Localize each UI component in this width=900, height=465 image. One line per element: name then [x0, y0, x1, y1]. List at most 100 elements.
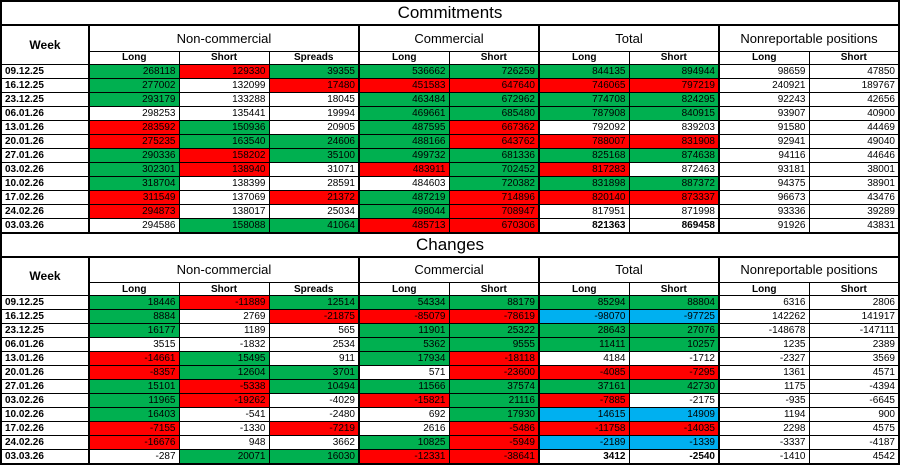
group-header: Non-commercial	[89, 25, 359, 51]
value-cell: -2540	[629, 450, 719, 465]
column-header: Spreads	[269, 283, 359, 296]
value-cell: 11566	[359, 380, 449, 394]
value-cell: 2298	[719, 422, 809, 436]
column-header: Short	[179, 51, 269, 64]
value-cell: 31071	[269, 162, 359, 176]
value-cell: 774708	[539, 92, 629, 106]
week-column-header: Week	[1, 25, 89, 64]
column-header: Long	[89, 51, 179, 64]
week-cell: 24.02.26	[1, 204, 89, 218]
value-cell: 24606	[269, 134, 359, 148]
value-cell: -5949	[449, 436, 539, 450]
value-cell: 42656	[809, 92, 899, 106]
value-cell: 85294	[539, 296, 629, 310]
group-header: Nonreportable positions	[719, 25, 899, 51]
week-cell: 27.01.26	[1, 380, 89, 394]
value-cell: 302301	[89, 162, 179, 176]
value-cell: 38901	[809, 176, 899, 190]
value-cell: 708947	[449, 204, 539, 218]
column-header: Long	[359, 51, 449, 64]
column-header: Short	[449, 283, 539, 296]
column-header: Long	[539, 283, 629, 296]
value-cell: -3337	[719, 436, 809, 450]
value-cell: 17930	[449, 408, 539, 422]
value-cell: 4184	[539, 352, 629, 366]
value-cell: 37574	[449, 380, 539, 394]
value-cell: 3701	[269, 366, 359, 380]
value-cell: 726259	[449, 64, 539, 78]
value-cell: 88804	[629, 296, 719, 310]
section-title: Changes	[1, 233, 899, 257]
value-cell: 137069	[179, 190, 269, 204]
week-cell: 03.03.26	[1, 450, 89, 465]
group-header: Total	[539, 257, 719, 283]
value-cell: 483911	[359, 162, 449, 176]
value-cell: 499732	[359, 148, 449, 162]
value-cell: -1410	[719, 450, 809, 465]
value-cell: -1339	[629, 436, 719, 450]
value-cell: 6316	[719, 296, 809, 310]
week-cell: 24.02.26	[1, 436, 89, 450]
value-cell: -14035	[629, 422, 719, 436]
value-cell: 869458	[629, 218, 719, 233]
value-cell: 293179	[89, 92, 179, 106]
value-cell: -2327	[719, 352, 809, 366]
value-cell: -935	[719, 394, 809, 408]
value-cell: 2616	[359, 422, 449, 436]
value-cell: 4542	[809, 450, 899, 465]
value-cell: 948	[179, 436, 269, 450]
value-cell: -541	[179, 408, 269, 422]
value-cell: 720382	[449, 176, 539, 190]
value-cell: 15495	[179, 352, 269, 366]
value-cell: 94116	[719, 148, 809, 162]
column-header: Short	[179, 283, 269, 296]
week-cell: 09.12.25	[1, 296, 89, 310]
value-cell: 92243	[719, 92, 809, 106]
value-cell: 133288	[179, 92, 269, 106]
value-cell: 43476	[809, 190, 899, 204]
week-cell: 16.12.25	[1, 310, 89, 324]
value-cell: 18446	[89, 296, 179, 310]
value-cell: -23600	[449, 366, 539, 380]
value-cell: 872463	[629, 162, 719, 176]
value-cell: 871998	[629, 204, 719, 218]
value-cell: 141917	[809, 310, 899, 324]
value-cell: 189767	[809, 78, 899, 92]
value-cell: 10494	[269, 380, 359, 394]
week-cell: 20.01.26	[1, 366, 89, 380]
value-cell: 565	[269, 324, 359, 338]
group-header: Nonreportable positions	[719, 257, 899, 283]
value-cell: -78619	[449, 310, 539, 324]
value-cell: 536662	[359, 64, 449, 78]
value-cell: -7295	[629, 366, 719, 380]
value-cell: 16177	[89, 324, 179, 338]
week-cell: 17.02.26	[1, 422, 89, 436]
value-cell: 277002	[89, 78, 179, 92]
value-cell: -4394	[809, 380, 899, 394]
value-cell: 1189	[179, 324, 269, 338]
value-cell: 21116	[449, 394, 539, 408]
value-cell: 825168	[539, 148, 629, 162]
value-cell: 25034	[269, 204, 359, 218]
value-cell: 93907	[719, 106, 809, 120]
value-cell: 142262	[719, 310, 809, 324]
value-cell: 135441	[179, 106, 269, 120]
value-cell: 12604	[179, 366, 269, 380]
value-cell: 484603	[359, 176, 449, 190]
value-cell: 2806	[809, 296, 899, 310]
column-header: Long	[89, 283, 179, 296]
value-cell: 138017	[179, 204, 269, 218]
value-cell: 27076	[629, 324, 719, 338]
value-cell: 797219	[629, 78, 719, 92]
value-cell: 900	[809, 408, 899, 422]
value-cell: 840915	[629, 106, 719, 120]
value-cell: 14615	[539, 408, 629, 422]
